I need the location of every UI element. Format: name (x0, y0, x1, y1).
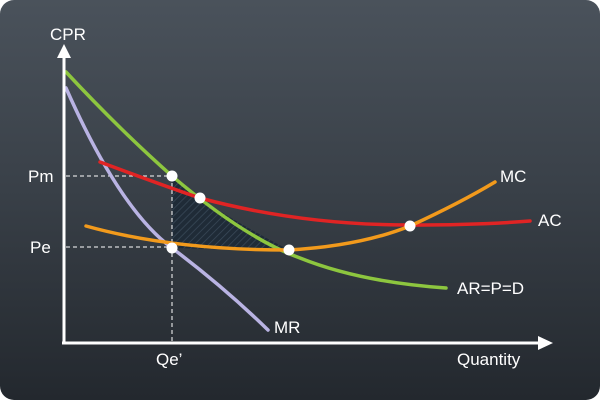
x-axis-title: Quantity (457, 350, 521, 369)
monopoly-price-point (166, 170, 178, 182)
shaded-area (172, 178, 289, 250)
ac-curve (98, 160, 532, 227)
ac-demand-intersection-point (194, 192, 206, 204)
y-axis-title: CPR (50, 25, 86, 44)
mc-ac-intersection-point (404, 220, 416, 232)
demand-curve (64, 70, 448, 290)
demand-label: AR=P=D (457, 279, 524, 298)
pm-tick-label: Pm (28, 167, 54, 186)
mc-label: MC (500, 167, 526, 186)
pe-tick-label: Pe (30, 238, 51, 257)
mc-demand-intersection-point (283, 244, 295, 256)
qe-tick-label: Qe’ (156, 350, 182, 369)
ac-label: AC (538, 211, 562, 230)
y-axis-arrow (57, 44, 71, 58)
mr-curve (64, 86, 270, 332)
mc-curve (84, 180, 497, 252)
x-axis-arrow (538, 336, 553, 350)
mr-label: MR (274, 318, 300, 337)
mr-mc-intersection-point (166, 242, 178, 254)
